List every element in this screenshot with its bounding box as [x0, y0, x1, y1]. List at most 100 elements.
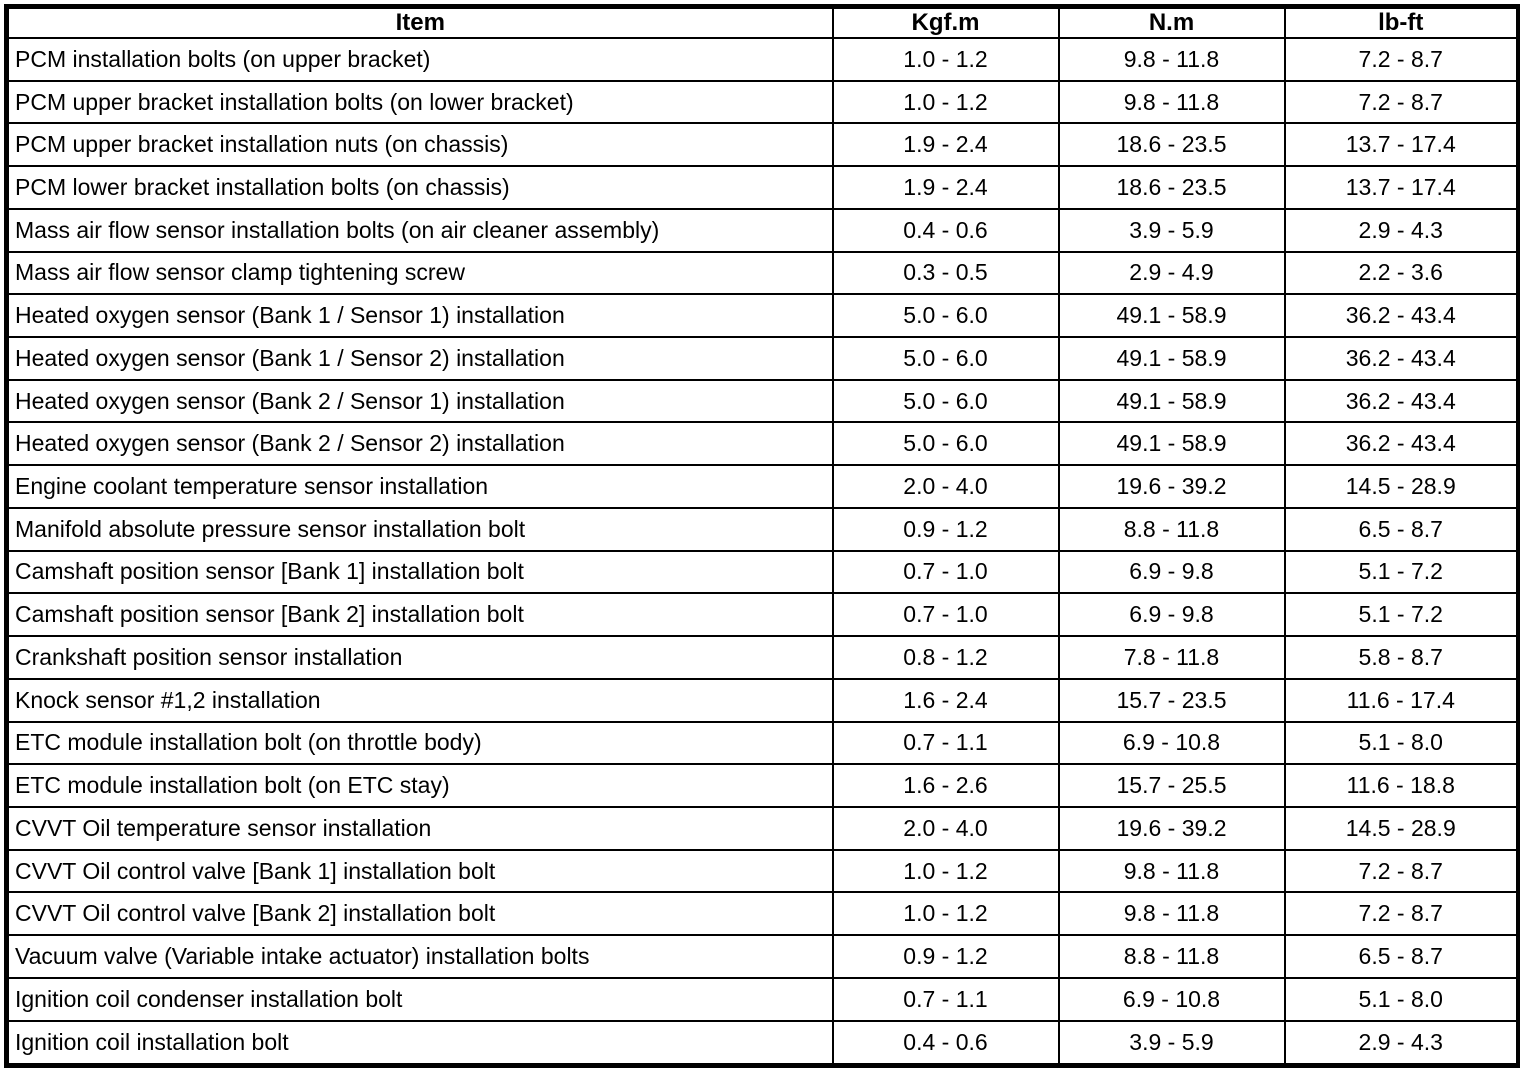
- lbft-value-cell: 11.6 - 17.4: [1283, 677, 1520, 723]
- lbft-value-cell: 6.5 - 8.7: [1283, 934, 1520, 979]
- kgfm-value-cell: 1.0 - 1.2: [831, 891, 1060, 937]
- item-cell: Heated oxygen sensor (Bank 1 / Sensor 1)…: [5, 293, 834, 339]
- col-header-item: Item: [5, 5, 834, 39]
- lbft-value-cell: 5.1 - 8.0: [1283, 720, 1520, 766]
- lbft-value-cell: 5.1 - 7.2: [1283, 549, 1520, 595]
- kgfm-value-cell: 0.7 - 1.1: [831, 976, 1060, 1022]
- table-row: Heated oxygen sensor (Bank 1 / Sensor 2)…: [5, 336, 1520, 381]
- lbft-value-cell: 36.2 - 43.4: [1283, 336, 1520, 381]
- kgfm-value-cell: 0.3 - 0.5: [831, 250, 1060, 296]
- lbft-value-cell: 5.1 - 7.2: [1283, 592, 1520, 638]
- col-header-lbft: lb-ft: [1283, 5, 1520, 39]
- kgfm-value-cell: 1.0 - 1.2: [831, 37, 1060, 82]
- nm-value-cell: 6.9 - 9.8: [1057, 592, 1286, 638]
- lbft-value-cell: 5.8 - 8.7: [1283, 635, 1520, 680]
- lbft-value-cell: 36.2 - 43.4: [1283, 421, 1520, 467]
- nm-value-cell: 7.8 - 11.8: [1057, 635, 1286, 680]
- nm-value-cell: 18.6 - 23.5: [1057, 122, 1286, 168]
- kgfm-value-cell: 1.9 - 2.4: [831, 165, 1060, 210]
- kgfm-value-cell: 0.8 - 1.2: [831, 635, 1060, 680]
- nm-value-cell: 19.6 - 39.2: [1057, 464, 1286, 509]
- item-cell: PCM installation bolts (on upper bracket…: [5, 37, 834, 82]
- nm-value-cell: 3.9 - 5.9: [1057, 1019, 1286, 1067]
- lbft-value-cell: 13.7 - 17.4: [1283, 165, 1520, 210]
- nm-value-cell: 49.1 - 58.9: [1057, 421, 1286, 467]
- item-cell: CVVT Oil temperature sensor installation: [5, 805, 834, 851]
- item-cell: Mass air flow sensor clamp tightening sc…: [5, 250, 834, 296]
- header-row: Item Kgf.m N.m lb-ft: [5, 5, 1520, 39]
- nm-value-cell: 9.8 - 11.8: [1057, 848, 1286, 894]
- table-row: Ignition coil installation bolt 0.4 - 0.6…: [5, 1019, 1520, 1067]
- kgfm-value-cell: 1.6 - 2.6: [831, 763, 1060, 808]
- item-cell: Engine coolant temperature sensor instal…: [5, 464, 834, 509]
- item-cell: PCM upper bracket installation nuts (on …: [5, 122, 834, 168]
- kgfm-value-cell: 0.4 - 0.6: [831, 1019, 1060, 1067]
- nm-value-cell: 9.8 - 11.8: [1057, 37, 1286, 82]
- lbft-value-cell: 13.7 - 17.4: [1283, 122, 1520, 168]
- nm-value-cell: 19.6 - 39.2: [1057, 805, 1286, 851]
- lbft-value-cell: 7.2 - 8.7: [1283, 79, 1520, 125]
- table-row: Knock sensor #1,2 installation 1.6 - 2.4 1…: [5, 677, 1520, 723]
- lbft-value-cell: 5.1 - 8.0: [1283, 976, 1520, 1022]
- table-row: Mass air flow sensor installation bolts …: [5, 207, 1520, 253]
- kgfm-value-cell: 1.0 - 1.2: [831, 848, 1060, 894]
- nm-value-cell: 15.7 - 23.5: [1057, 677, 1286, 723]
- table-row: Camshaft position sensor [Bank 1] instal…: [5, 549, 1520, 595]
- kgfm-value-cell: 1.6 - 2.4: [831, 677, 1060, 723]
- item-cell: PCM lower bracket installation bolts (on…: [5, 165, 834, 210]
- nm-value-cell: 6.9 - 10.8: [1057, 720, 1286, 766]
- kgfm-value-cell: 0.9 - 1.2: [831, 506, 1060, 552]
- torque-spec-table: Item Kgf.m N.m lb-ft PCM installation bo…: [4, 4, 1520, 1068]
- nm-value-cell: 6.9 - 10.8: [1057, 976, 1286, 1022]
- item-cell: PCM upper bracket installation bolts (on…: [5, 79, 834, 125]
- nm-value-cell: 6.9 - 9.8: [1057, 549, 1286, 595]
- item-cell: Crankshaft position sensor installation: [5, 635, 834, 680]
- item-cell: Heated oxygen sensor (Bank 2 / Sensor 1)…: [5, 378, 834, 424]
- table-row: PCM installation bolts (on upper bracket…: [5, 37, 1520, 82]
- item-cell: Manifold absolute pressure sensor instal…: [5, 506, 834, 552]
- lbft-value-cell: 2.2 - 3.6: [1283, 250, 1520, 296]
- lbft-value-cell: 14.5 - 28.9: [1283, 464, 1520, 509]
- lbft-value-cell: 36.2 - 43.4: [1283, 293, 1520, 339]
- nm-value-cell: 3.9 - 5.9: [1057, 207, 1286, 253]
- table-row: CVVT Oil temperature sensor installation…: [5, 805, 1520, 851]
- item-cell: Knock sensor #1,2 installation: [5, 677, 834, 723]
- nm-value-cell: 18.6 - 23.5: [1057, 165, 1286, 210]
- kgfm-value-cell: 2.0 - 4.0: [831, 464, 1060, 509]
- lbft-value-cell: 36.2 - 43.4: [1283, 378, 1520, 424]
- item-cell: ETC module installation bolt (on throttl…: [5, 720, 834, 766]
- nm-value-cell: 9.8 - 11.8: [1057, 891, 1286, 937]
- kgfm-value-cell: 5.0 - 6.0: [831, 293, 1060, 339]
- table-row: PCM upper bracket installation nuts (on …: [5, 122, 1520, 168]
- kgfm-value-cell: 5.0 - 6.0: [831, 378, 1060, 424]
- col-header-kgfm: Kgf.m: [831, 5, 1060, 39]
- kgfm-value-cell: 5.0 - 6.0: [831, 421, 1060, 467]
- item-cell: CVVT Oil control valve [Bank 1] installa…: [5, 848, 834, 894]
- table-row: ETC module installation bolt (on ETC sta…: [5, 763, 1520, 808]
- table-row: Heated oxygen sensor (Bank 2 / Sensor 2)…: [5, 421, 1520, 467]
- item-cell: Camshaft position sensor [Bank 1] instal…: [5, 549, 834, 595]
- lbft-value-cell: 14.5 - 28.9: [1283, 805, 1520, 851]
- table-row: CVVT Oil control valve [Bank 1] installa…: [5, 848, 1520, 894]
- col-header-nm: N.m: [1057, 5, 1286, 39]
- lbft-value-cell: 2.9 - 4.3: [1283, 1019, 1520, 1067]
- kgfm-value-cell: 0.4 - 0.6: [831, 207, 1060, 253]
- item-cell: Vacuum valve (Variable intake actuator) …: [5, 934, 834, 979]
- item-cell: Camshaft position sensor [Bank 2] instal…: [5, 592, 834, 638]
- table-row: PCM lower bracket installation bolts (on…: [5, 165, 1520, 210]
- table-row: CVVT Oil control valve [Bank 2] installa…: [5, 891, 1520, 937]
- nm-value-cell: 2.9 - 4.9: [1057, 250, 1286, 296]
- kgfm-value-cell: 0.7 - 1.0: [831, 592, 1060, 638]
- table-row: Ignition coil condenser installation bol…: [5, 976, 1520, 1022]
- table-row: Crankshaft position sensor installation 0…: [5, 635, 1520, 680]
- item-cell: Ignition coil condenser installation bol…: [5, 976, 834, 1022]
- table-row: Heated oxygen sensor (Bank 1 / Sensor 1)…: [5, 293, 1520, 339]
- table-row: Heated oxygen sensor (Bank 2 / Sensor 1)…: [5, 378, 1520, 424]
- lbft-value-cell: 11.6 - 18.8: [1283, 763, 1520, 808]
- item-cell: Ignition coil installation bolt: [5, 1019, 834, 1067]
- kgfm-value-cell: 2.0 - 4.0: [831, 805, 1060, 851]
- item-cell: Mass air flow sensor installation bolts …: [5, 207, 834, 253]
- table-row: ETC module installation bolt (on throttl…: [5, 720, 1520, 766]
- kgfm-value-cell: 5.0 - 6.0: [831, 336, 1060, 381]
